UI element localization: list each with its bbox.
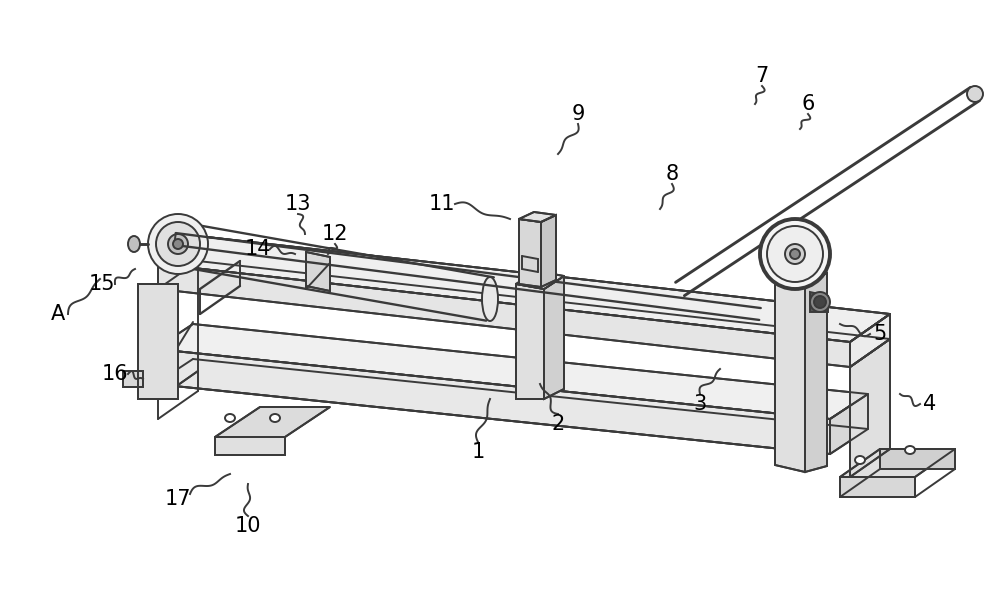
Polygon shape [544, 276, 564, 399]
Polygon shape [775, 265, 827, 284]
Polygon shape [850, 339, 890, 477]
Ellipse shape [225, 414, 235, 422]
Ellipse shape [760, 219, 830, 289]
Ellipse shape [173, 239, 183, 249]
Text: 7: 7 [755, 66, 769, 86]
Text: 13: 13 [285, 194, 311, 214]
Text: 10: 10 [235, 516, 261, 536]
Ellipse shape [967, 86, 983, 102]
Ellipse shape [128, 236, 140, 252]
Text: 1: 1 [471, 442, 485, 462]
Text: 3: 3 [693, 394, 707, 414]
Polygon shape [840, 477, 915, 497]
Text: 9: 9 [571, 104, 585, 124]
Polygon shape [519, 212, 556, 222]
Text: 11: 11 [429, 194, 455, 214]
Ellipse shape [790, 249, 800, 259]
Text: 12: 12 [322, 224, 348, 244]
Polygon shape [516, 271, 564, 289]
Text: 16: 16 [102, 364, 128, 384]
Text: 15: 15 [89, 274, 115, 294]
Ellipse shape [156, 222, 200, 266]
Text: 2: 2 [551, 414, 565, 434]
Ellipse shape [168, 234, 188, 254]
Polygon shape [158, 236, 890, 342]
Polygon shape [810, 292, 828, 312]
Text: A: A [51, 304, 65, 324]
Ellipse shape [148, 214, 208, 274]
Ellipse shape [810, 292, 830, 312]
Polygon shape [805, 273, 827, 472]
Text: 8: 8 [665, 164, 679, 184]
Polygon shape [880, 449, 955, 469]
Polygon shape [850, 314, 890, 367]
Polygon shape [123, 371, 143, 387]
Polygon shape [840, 449, 955, 477]
Polygon shape [541, 215, 556, 287]
Ellipse shape [270, 414, 280, 422]
Text: 6: 6 [801, 94, 815, 114]
Polygon shape [519, 219, 541, 287]
Text: 14: 14 [245, 239, 271, 259]
Polygon shape [138, 284, 178, 399]
Text: 5: 5 [873, 324, 887, 344]
Ellipse shape [767, 226, 823, 282]
Polygon shape [306, 252, 330, 291]
Polygon shape [516, 284, 544, 399]
Polygon shape [155, 349, 830, 454]
Polygon shape [215, 407, 330, 437]
Polygon shape [215, 437, 285, 455]
Text: 17: 17 [165, 489, 191, 509]
Polygon shape [830, 394, 868, 454]
Ellipse shape [814, 296, 826, 308]
Polygon shape [850, 314, 890, 367]
Ellipse shape [785, 244, 805, 264]
Text: 4: 4 [923, 394, 937, 414]
Ellipse shape [482, 277, 498, 321]
Polygon shape [158, 264, 850, 367]
Polygon shape [775, 276, 805, 472]
Polygon shape [155, 324, 868, 419]
Ellipse shape [905, 446, 915, 454]
Ellipse shape [855, 456, 865, 464]
